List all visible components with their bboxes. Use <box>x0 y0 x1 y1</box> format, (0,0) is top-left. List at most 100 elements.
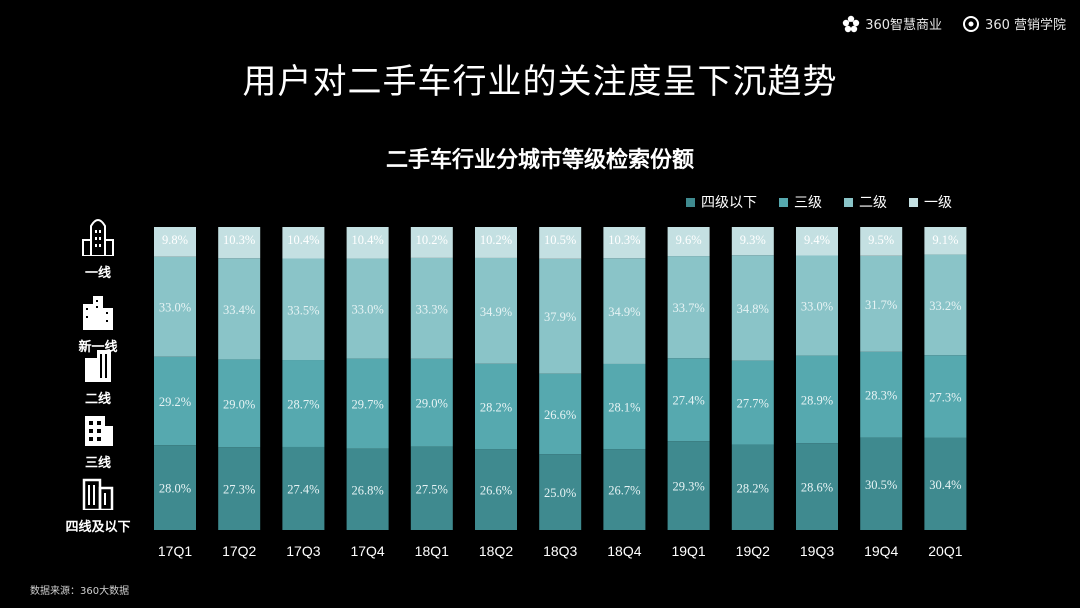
x-tick-label: 17Q3 <box>286 543 320 559</box>
data-label: 33.7% <box>672 301 704 315</box>
legend-label: 四级以下 <box>701 195 757 211</box>
data-label: 26.7% <box>608 484 640 498</box>
x-tick-label: 17Q2 <box>222 543 256 559</box>
bar-segment-18Q4-四级以下 <box>603 449 646 530</box>
data-label: 9.4% <box>804 233 830 247</box>
bar-segment-18Q3-四级以下 <box>539 454 582 530</box>
bar-segment-18Q2-二级 <box>475 257 517 364</box>
data-label: 10.2% <box>416 233 448 247</box>
data-label: 9.1% <box>932 233 958 247</box>
apartment-building-icon <box>85 416 113 446</box>
bar-segment-17Q4-三级 <box>346 358 389 449</box>
bar-segment-17Q2-二级 <box>218 258 261 360</box>
bar-segment-17Q3-一级 <box>282 227 325 259</box>
data-label: 34.9% <box>480 305 512 319</box>
data-label: 10.3% <box>608 233 640 247</box>
bar-segment-19Q2-二级 <box>731 255 774 361</box>
data-label: 27.4% <box>672 394 704 408</box>
chart-subtitle: 二手车行业分城市等级检索份额 <box>385 148 694 173</box>
city-skyline-icon <box>83 296 113 330</box>
tier-fourth-and-below: 四线及以下 <box>58 474 138 535</box>
bar-segment-19Q2-四级以下 <box>731 444 774 530</box>
bar-segment-17Q1-三级 <box>154 356 196 446</box>
data-label: 34.8% <box>737 302 769 316</box>
tier-second-tier: 二线 <box>58 348 138 407</box>
flower-logo-icon <box>843 15 860 32</box>
bar-segment-17Q4-二级 <box>346 258 389 359</box>
bar-segment-19Q2-三级 <box>731 360 774 445</box>
legend-item-tier4: 四级以下 <box>686 192 757 212</box>
data-label: 10.3% <box>223 233 255 247</box>
data-label: 33.3% <box>416 302 448 316</box>
bar-segment-19Q1-三级 <box>667 358 710 442</box>
x-tick-label: 20Q1 <box>928 543 962 559</box>
x-tick-label: 19Q4 <box>864 543 898 559</box>
bar-segment-19Q3-一级 <box>796 227 838 256</box>
legend-label: 三级 <box>794 195 822 211</box>
bar-segment-17Q2-四级以下 <box>218 447 261 530</box>
data-label: 28.2% <box>737 481 769 495</box>
bar-segment-19Q4-一级 <box>860 227 903 256</box>
brand-bar: 360智慧商业 360 营销学院 <box>842 14 1066 33</box>
tier-first-tier: 一线 <box>58 212 138 281</box>
chart-legend: 四级以下 三级 二级 一级 <box>686 192 952 212</box>
data-label: 26.8% <box>351 483 383 497</box>
tier-third-tier: 三线 <box>58 412 138 471</box>
bar-segment-19Q2-一级 <box>731 227 774 256</box>
legend-label: 一级 <box>924 195 952 211</box>
office-tower-icon <box>85 350 111 382</box>
bar-segment-18Q2-四级以下 <box>475 449 517 530</box>
x-tick-label: 19Q2 <box>736 543 770 559</box>
data-label: 28.7% <box>287 397 319 411</box>
data-label: 30.5% <box>865 478 897 492</box>
data-label: 9.6% <box>676 233 702 247</box>
x-tick-label: 18Q4 <box>607 543 641 559</box>
bar-segment-17Q2-三级 <box>218 359 261 448</box>
data-label: 9.8% <box>162 233 188 247</box>
bar-segment-19Q3-二级 <box>796 255 838 356</box>
page-title: 用户对二手车行业的关注度呈下沉趋势 <box>242 62 838 102</box>
data-label: 27.5% <box>416 482 448 496</box>
legend-item-tier3: 三级 <box>779 192 822 212</box>
tier-label: 三线 <box>84 456 111 471</box>
bar-segment-18Q4-三级 <box>603 363 646 450</box>
x-tick-label: 18Q3 <box>543 543 577 559</box>
bar-segment-17Q1-一级 <box>154 227 196 257</box>
bar-segment-18Q3-一级 <box>539 227 582 259</box>
data-label: 10.2% <box>480 233 512 247</box>
bar-segment-17Q2-一级 <box>218 227 261 259</box>
bar-segment-18Q1-二级 <box>410 257 453 359</box>
brand-text-2: 360 营销学院 <box>985 18 1066 33</box>
data-label: 9.5% <box>868 233 894 247</box>
data-label: 29.0% <box>223 397 255 411</box>
bar-segment-18Q4-二级 <box>603 258 646 364</box>
bar-segment-19Q1-二级 <box>667 256 710 359</box>
bar-segment-18Q3-二级 <box>539 258 582 374</box>
tier-label: 一线 <box>84 266 111 281</box>
x-tick-label: 18Q1 <box>415 543 449 559</box>
bar-segment-20Q1-二级 <box>924 254 967 356</box>
bar-segment-19Q1-一级 <box>667 227 710 257</box>
bar-segment-19Q3-三级 <box>796 355 838 444</box>
bar-segment-18Q3-三级 <box>539 373 582 455</box>
data-label: 34.9% <box>608 305 640 319</box>
bar-segment-18Q1-三级 <box>410 358 453 447</box>
data-label: 29.0% <box>416 397 448 411</box>
bar-segment-17Q3-三级 <box>282 360 325 447</box>
bar-segment-19Q3-四级以下 <box>796 443 838 530</box>
data-label: 26.6% <box>480 484 512 498</box>
brand-logo-360-academy: 360 营销学院 <box>962 14 1066 33</box>
bar-segment-20Q1-三级 <box>924 355 967 438</box>
data-label: 33.0% <box>159 301 191 315</box>
data-label: 27.3% <box>929 391 961 405</box>
bar-segment-18Q1-一级 <box>410 227 453 258</box>
data-label: 28.0% <box>159 482 191 496</box>
data-label: 33.5% <box>287 303 319 317</box>
bar-segment-18Q4-一级 <box>603 227 646 259</box>
legend-item-tier2: 二级 <box>844 192 887 212</box>
x-tick-label: 17Q1 <box>158 543 192 559</box>
data-label: 10.5% <box>544 233 576 247</box>
legend-item-tier1: 一级 <box>909 192 952 212</box>
data-label: 29.3% <box>672 480 704 494</box>
